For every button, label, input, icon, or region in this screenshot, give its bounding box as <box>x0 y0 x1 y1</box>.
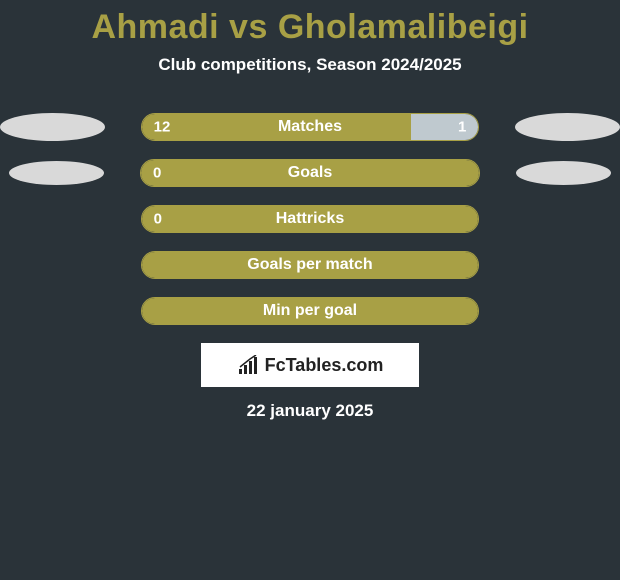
stat-label: Matches <box>278 118 342 136</box>
stat-value-left: 0 <box>154 211 162 228</box>
stat-row: Min per goal <box>0 297 620 325</box>
page-subtitle: Club competitions, Season 2024/2025 <box>0 55 620 75</box>
stat-bar: Goals 0 <box>140 159 480 187</box>
stat-label: Hattricks <box>276 210 344 228</box>
logo-box: FcTables.com <box>201 343 419 387</box>
date-label: 22 january 2025 <box>0 401 620 421</box>
player-left-oval <box>9 161 104 185</box>
player-right-oval <box>515 113 620 141</box>
stat-row: Goals 0 <box>0 159 620 187</box>
stat-row: Matches 12 1 <box>0 113 620 141</box>
stat-label: Goals <box>288 164 332 182</box>
stat-bar: Goals per match <box>141 251 480 279</box>
stat-bar: Matches 12 1 <box>141 113 480 141</box>
stat-value-left: 12 <box>154 119 171 136</box>
page-title: Ahmadi vs Gholamalibeigi <box>0 8 620 47</box>
chart-icon <box>237 355 261 375</box>
stat-bar: Min per goal <box>141 297 480 325</box>
bar-left-fill <box>142 114 411 140</box>
stat-rows: Matches 12 1 Goals 0 Hattricks 0 Goals per matc… <box>0 113 620 325</box>
logo: FcTables.com <box>237 355 384 376</box>
stat-bar: Hattricks 0 <box>141 205 480 233</box>
stat-row: Hattricks 0 <box>0 205 620 233</box>
stat-value-right: 1 <box>458 119 466 136</box>
player-right-oval <box>516 161 611 185</box>
stat-value-left: 0 <box>153 165 161 182</box>
stat-row: Goals per match <box>0 251 620 279</box>
stat-label: Goals per match <box>247 256 372 274</box>
logo-text: FcTables.com <box>265 355 384 376</box>
stat-label: Min per goal <box>263 302 357 320</box>
comparison-infographic: Ahmadi vs Gholamalibeigi Club competitio… <box>0 0 620 421</box>
player-left-oval <box>0 113 105 141</box>
bar-right-fill <box>411 114 478 140</box>
